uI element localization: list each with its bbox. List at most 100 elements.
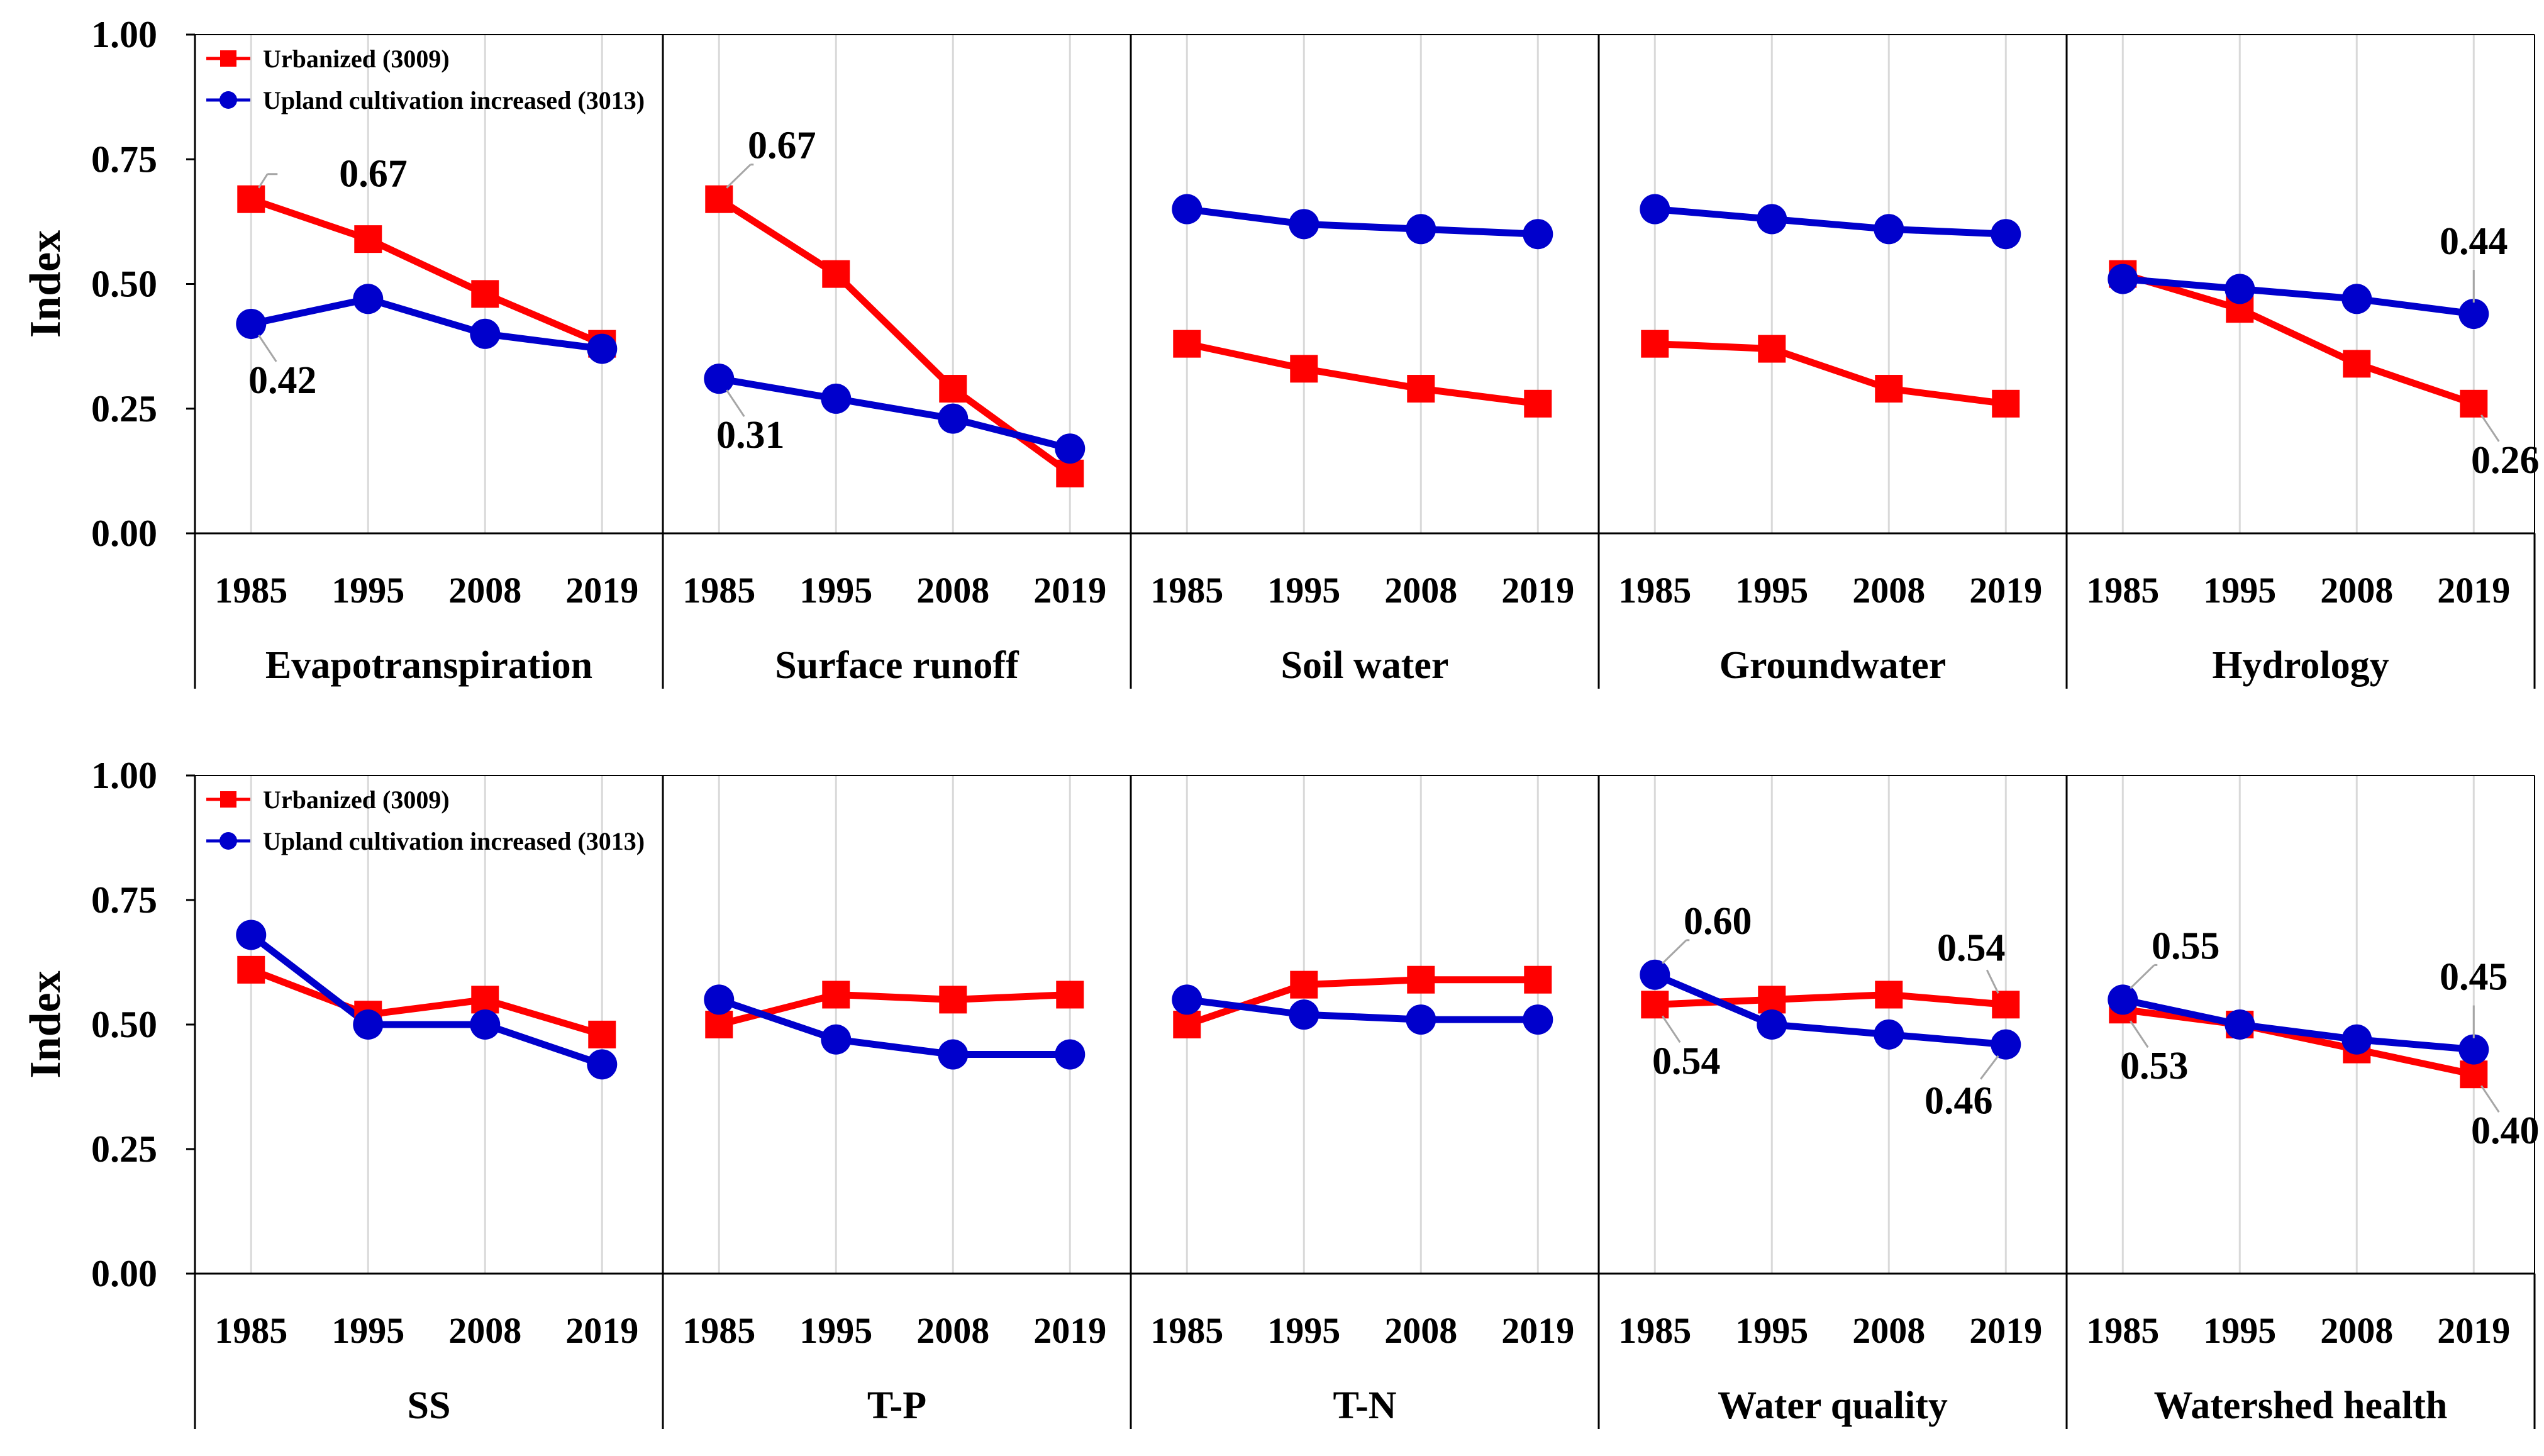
x-tick-label: 1985 <box>2086 570 2159 611</box>
x-tick-label: 1995 <box>799 570 872 611</box>
urbanized-marker <box>588 1020 616 1048</box>
annotation-leader-line <box>2480 414 2500 442</box>
upland-series-line <box>2122 996 2474 1053</box>
data-label: 0.42 <box>248 359 317 402</box>
annotation-leader-line <box>726 164 752 189</box>
data-label: 0.55 <box>2152 925 2220 967</box>
urbanized-marker <box>1875 375 1903 403</box>
data-label: 0.53 <box>2120 1045 2189 1087</box>
upland-marker <box>1523 1004 1553 1035</box>
annotation-leader-line <box>1986 969 1999 994</box>
upland-marker <box>938 1039 969 1070</box>
upland-marker <box>1055 433 1086 464</box>
urbanized-marker <box>1992 389 2020 418</box>
upland-marker <box>2225 274 2255 304</box>
y-tick-label: 1.00 <box>91 755 157 796</box>
upland-marker <box>704 984 735 1015</box>
x-tick-label: 1985 <box>1150 570 1223 611</box>
x-tick-label: 2008 <box>2320 1310 2393 1351</box>
urbanized-marker <box>1407 965 1435 994</box>
data-label: 0.44 <box>2440 220 2508 263</box>
urbanized-marker <box>1875 981 1903 1009</box>
upland-marker <box>1406 214 1436 245</box>
x-tick-label: 2008 <box>916 570 989 611</box>
upland-marker <box>2341 1024 2372 1055</box>
urbanized-marker <box>1173 330 1201 358</box>
x-tick-label: 2019 <box>2437 570 2510 611</box>
legend-label: Upland cultivation increased (3013) <box>263 827 645 855</box>
data-label: 0.67 <box>748 125 816 167</box>
legend: Urbanized (3009) Upland cultivation incre… <box>206 45 645 114</box>
data-label: 0.67 <box>339 153 408 196</box>
upland-marker <box>1757 1009 1787 1040</box>
urbanized-marker <box>237 185 265 213</box>
urbanized-marker <box>237 955 265 984</box>
x-tick-label: 1985 <box>214 570 287 611</box>
panel-title: Surface runoff <box>775 644 1019 687</box>
annotation-leader-line <box>1662 1015 1681 1043</box>
upland-series-line <box>2122 275 2474 318</box>
x-tick-label: 1995 <box>2203 570 2276 611</box>
upland-series-line <box>718 996 1070 1059</box>
upland-marker <box>1991 1029 2021 1060</box>
annotation-leader-line <box>258 173 269 189</box>
data-label: 0.45 <box>2440 956 2508 999</box>
urbanized-marker <box>471 280 499 308</box>
upland-marker <box>1172 984 1203 1015</box>
upland-marker <box>821 383 852 414</box>
x-tick-label: 1995 <box>1267 570 1340 611</box>
panel-title: Soil water <box>1281 644 1449 687</box>
x-tick-label: 1985 <box>682 570 755 611</box>
urbanized-marker <box>1758 986 1786 1014</box>
urbanized-marker <box>1173 1011 1201 1038</box>
urbanized-series-line <box>2122 1006 2475 1078</box>
urbanized-marker <box>1290 355 1318 383</box>
upland-series-line <box>1186 996 1538 1023</box>
panel-evapotranspiration: 1985 1995 2008 2019 Evapotranspiration 0.67 0.… <box>214 153 638 687</box>
x-tick-label: 1985 <box>1150 1310 1223 1351</box>
legend: Urbanized (3009) Upland cultivation incre… <box>206 786 645 855</box>
chart-block-1: 0.00 0.25 0.50 0.75 1.00 Index 1985 1995 2008 201… <box>21 14 2540 689</box>
x-tick-label: 1985 <box>682 1310 755 1351</box>
upland-series-line <box>718 375 1071 452</box>
chart-block-2: 0.00 0.25 0.50 0.75 1.00 Index 1985 1995 2008 201… <box>21 755 2540 1429</box>
data-label: 0.31 <box>716 414 785 457</box>
upland-marker <box>1289 209 1319 240</box>
panel-soil-water: 1985 1995 2008 2019 Soil water <box>1150 194 1574 687</box>
y-tick-label: 0.75 <box>91 138 157 180</box>
upland-marker <box>2108 264 2138 294</box>
y-tick-label: 0.25 <box>91 388 157 430</box>
x-tick-label: 2019 <box>1033 1310 1106 1351</box>
y-tick-label: 0.00 <box>91 513 157 554</box>
panel-title: T-N <box>1333 1384 1396 1427</box>
y-axis-title: Index <box>21 230 70 338</box>
urbanized-marker <box>1758 335 1786 363</box>
urbanized-marker <box>1290 970 1318 999</box>
annotation-leader-line <box>1662 939 1687 964</box>
x-tick-label: 1995 <box>1735 570 1808 611</box>
x-tick-label: 1995 <box>331 1310 404 1351</box>
upland-marker <box>1874 214 1904 245</box>
urbanized-marker <box>705 1011 733 1038</box>
x-tick-label: 2019 <box>1033 570 1106 611</box>
urbanized-marker <box>1524 965 1552 994</box>
upland-marker <box>353 284 384 314</box>
panel-title: Water quality <box>1718 1384 1948 1427</box>
upland-marker <box>1640 194 1670 225</box>
upland-marker <box>470 318 501 349</box>
x-tick-label: 2008 <box>1852 570 1925 611</box>
urbanized-marker <box>939 375 967 403</box>
upland-marker <box>1289 999 1319 1030</box>
data-label: 0.26 <box>2471 439 2540 482</box>
x-tick-label: 1985 <box>2086 1310 2159 1351</box>
x-tick-label: 2019 <box>565 1310 638 1351</box>
upland-marker <box>1406 1004 1436 1035</box>
panel-title: Hydrology <box>2212 644 2389 687</box>
x-tick-label: 2019 <box>1969 1310 2042 1351</box>
legend-marker-square <box>220 791 236 808</box>
panel-hydrology: 1985 1995 2008 2019 Hydrology 0.44 0.26 <box>2086 220 2539 687</box>
upland-marker <box>2108 984 2138 1015</box>
x-tick-label: 2019 <box>565 570 638 611</box>
urbanized-marker <box>2343 350 2371 378</box>
